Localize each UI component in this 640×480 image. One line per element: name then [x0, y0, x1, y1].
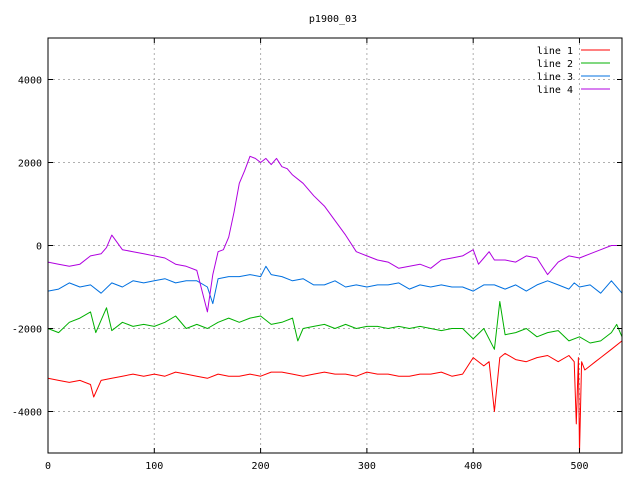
x-tick-label: 400: [464, 461, 482, 472]
x-tick-label: 0: [45, 461, 51, 472]
x-tick-label: 500: [570, 461, 588, 472]
axis-ticks: 0 100 200 300 400 500 -4000 -2000 0 2000 4000: [12, 38, 622, 472]
legend-label-2: line 2: [537, 59, 573, 70]
series-line-3: [47, 265, 623, 305]
y-tick-label: -2000: [12, 325, 42, 336]
x-tick-label: 100: [145, 461, 163, 472]
series-line-1: [47, 340, 623, 454]
grid-lines: [48, 38, 622, 453]
y-tick-label: -4000: [12, 408, 42, 419]
x-tick-label: 200: [252, 461, 270, 472]
y-tick-label: 4000: [18, 76, 42, 87]
legend: line 1 line 2 line 3 line 4: [537, 46, 610, 96]
y-tick-label: 2000: [18, 159, 42, 170]
x-tick-label: 300: [358, 461, 376, 472]
legend-label-4: line 4: [537, 85, 573, 96]
legend-label-3: line 3: [537, 72, 573, 83]
y-tick-label: 0: [36, 242, 42, 253]
series-layer: [47, 155, 623, 454]
series-line-4: [47, 155, 622, 313]
legend-label-1: line 1: [537, 46, 573, 57]
chart-title: p1900_03: [309, 14, 357, 25]
series-line-2: [47, 301, 623, 350]
